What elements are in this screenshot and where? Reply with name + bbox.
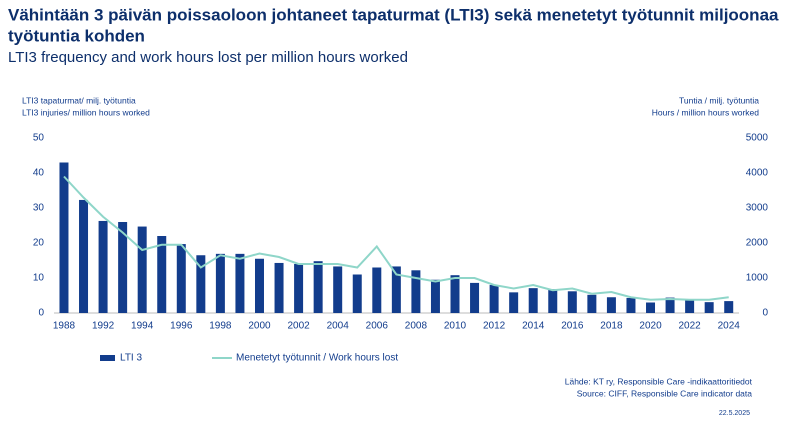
date: 22.5.2025 — [719, 410, 750, 417]
bar — [157, 236, 167, 313]
line — [63, 175, 729, 301]
x-tick-label: 1996 — [170, 321, 193, 332]
bar — [489, 285, 499, 313]
x-tick-label: 2006 — [366, 321, 389, 332]
bar — [79, 199, 89, 313]
y2-tick-label: 3000 — [746, 203, 769, 214]
x-tick-label: 2016 — [561, 321, 584, 332]
bar — [352, 274, 362, 313]
y2-axis-label: Tuntia / milj. työtuntia — [679, 95, 759, 105]
y-tick-label: 50 — [33, 133, 45, 144]
bar — [430, 279, 440, 313]
legend-label: Menetetyt työtunnit / Work hours lost — [236, 353, 398, 364]
x-tick-label: 2020 — [639, 321, 662, 332]
legend-swatch — [100, 355, 115, 361]
bar — [333, 266, 343, 313]
x-tick-label: 2008 — [405, 321, 428, 332]
y-axis-label: LTI3 injuries/ million hours worked — [22, 107, 150, 117]
bar — [587, 294, 597, 313]
x-tick-label: 2012 — [483, 321, 506, 332]
bar — [665, 297, 675, 313]
y-tick-label: 40 — [33, 168, 45, 179]
y-tick-label: 10 — [33, 273, 45, 284]
x-tick-label: 2010 — [444, 321, 467, 332]
x-tick-label: 1992 — [92, 321, 115, 332]
chart-title: työtuntia kohden — [8, 26, 145, 45]
bar — [274, 262, 284, 313]
y2-axis-label: Hours / million hours worked — [652, 107, 760, 117]
source: Lähde: KT ry, Responsible Care -indikaat… — [565, 376, 753, 386]
bar — [411, 270, 421, 313]
x-tick-label: 2014 — [522, 321, 545, 332]
y-tick-label: 0 — [38, 308, 44, 319]
x-tick-label: 2000 — [248, 321, 271, 332]
y-tick-label: 20 — [33, 238, 45, 249]
x-tick-label: 2022 — [678, 321, 701, 332]
chart-title: Vähintään 3 päivän poissaoloon johtaneet… — [8, 5, 779, 24]
x-tick-label: 2018 — [600, 321, 623, 332]
bar — [470, 282, 480, 313]
bar — [548, 289, 558, 313]
bar — [626, 297, 636, 313]
legend-label: LTI 3 — [120, 353, 142, 364]
x-tick-label: 1994 — [131, 321, 154, 332]
bar — [450, 275, 460, 313]
bar — [606, 297, 616, 313]
bar — [646, 302, 656, 313]
bar — [98, 220, 108, 313]
bar — [313, 261, 323, 313]
x-tick-label: 2024 — [718, 321, 741, 332]
bar — [509, 292, 519, 313]
y2-tick-label: 0 — [762, 308, 768, 319]
y2-tick-label: 4000 — [746, 168, 769, 179]
bar — [704, 302, 714, 313]
bar — [724, 301, 734, 313]
bar — [176, 244, 186, 313]
source: Source: CIFF, Responsible Care indicator… — [577, 388, 753, 398]
bar — [235, 253, 245, 313]
y2-tick-label: 5000 — [746, 133, 769, 144]
bar — [254, 258, 264, 313]
chart-subtitle: LTI3 frequency and work hours lost per m… — [8, 49, 408, 66]
bar — [372, 267, 382, 313]
y-tick-label: 30 — [33, 203, 45, 214]
y2-tick-label: 2000 — [746, 238, 769, 249]
x-tick-label: 2002 — [287, 321, 310, 332]
bar — [685, 300, 695, 313]
bar — [196, 255, 206, 313]
bar — [137, 226, 147, 313]
bar — [294, 264, 304, 313]
y2-tick-label: 1000 — [746, 273, 769, 284]
y-axis-label: LTI3 tapaturmat/ milj. työtuntia — [22, 95, 136, 105]
bar — [567, 291, 577, 313]
bar — [118, 222, 128, 313]
x-tick-label: 1998 — [209, 321, 232, 332]
bar — [215, 253, 225, 313]
x-tick-label: 2004 — [327, 321, 350, 332]
bar — [59, 162, 69, 313]
bar — [528, 288, 538, 313]
bar — [391, 266, 401, 313]
x-tick-label: 1988 — [53, 321, 76, 332]
